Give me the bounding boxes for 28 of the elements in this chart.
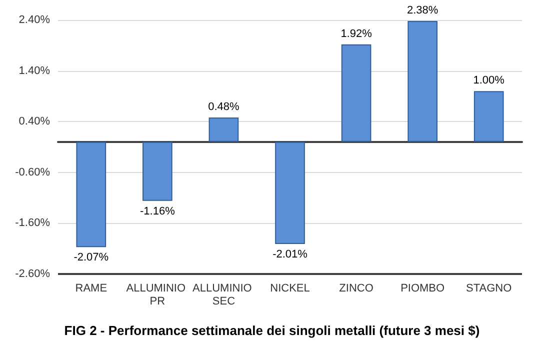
x-tick-label: NICKEL <box>270 282 310 294</box>
bar <box>76 142 106 248</box>
bar <box>208 118 239 142</box>
bar <box>142 142 172 201</box>
y-tick-label: -2.60% <box>15 268 50 280</box>
y-tick-label: 2.40% <box>18 14 50 26</box>
x-tick-label: ALLUMINIO SEC <box>192 282 255 308</box>
x-tick-label: RAME <box>75 282 108 294</box>
x-tick-label: STAGNO <box>466 282 512 294</box>
data-label: 0.48% <box>208 101 240 114</box>
data-label: 1.92% <box>340 28 372 40</box>
y-tick-label: 0.40% <box>18 116 50 128</box>
data-label: -2.01% <box>272 248 308 261</box>
y-tick-label: -1.60% <box>15 217 50 230</box>
bar <box>341 44 372 142</box>
y-tick-label: 1.40% <box>18 64 50 77</box>
x-tick-label: PIOMBO <box>400 282 446 294</box>
bar <box>474 91 504 142</box>
data-label: 2.38% <box>406 4 438 17</box>
y-tick-label: -0.60% <box>15 166 50 178</box>
bar <box>275 142 305 244</box>
text: FIG 2 - Performance settimanale dei singoli metalli (future 3 mesi $) <box>64 323 480 338</box>
x-tick-label: ALLUMINIO PR <box>126 282 189 308</box>
bar <box>408 21 438 142</box>
data-label: 1.00% <box>473 74 505 87</box>
data-label: -2.07% <box>74 252 109 264</box>
x-tick-label: ZINCO <box>339 282 374 294</box>
data-label: -1.16% <box>140 205 176 218</box>
